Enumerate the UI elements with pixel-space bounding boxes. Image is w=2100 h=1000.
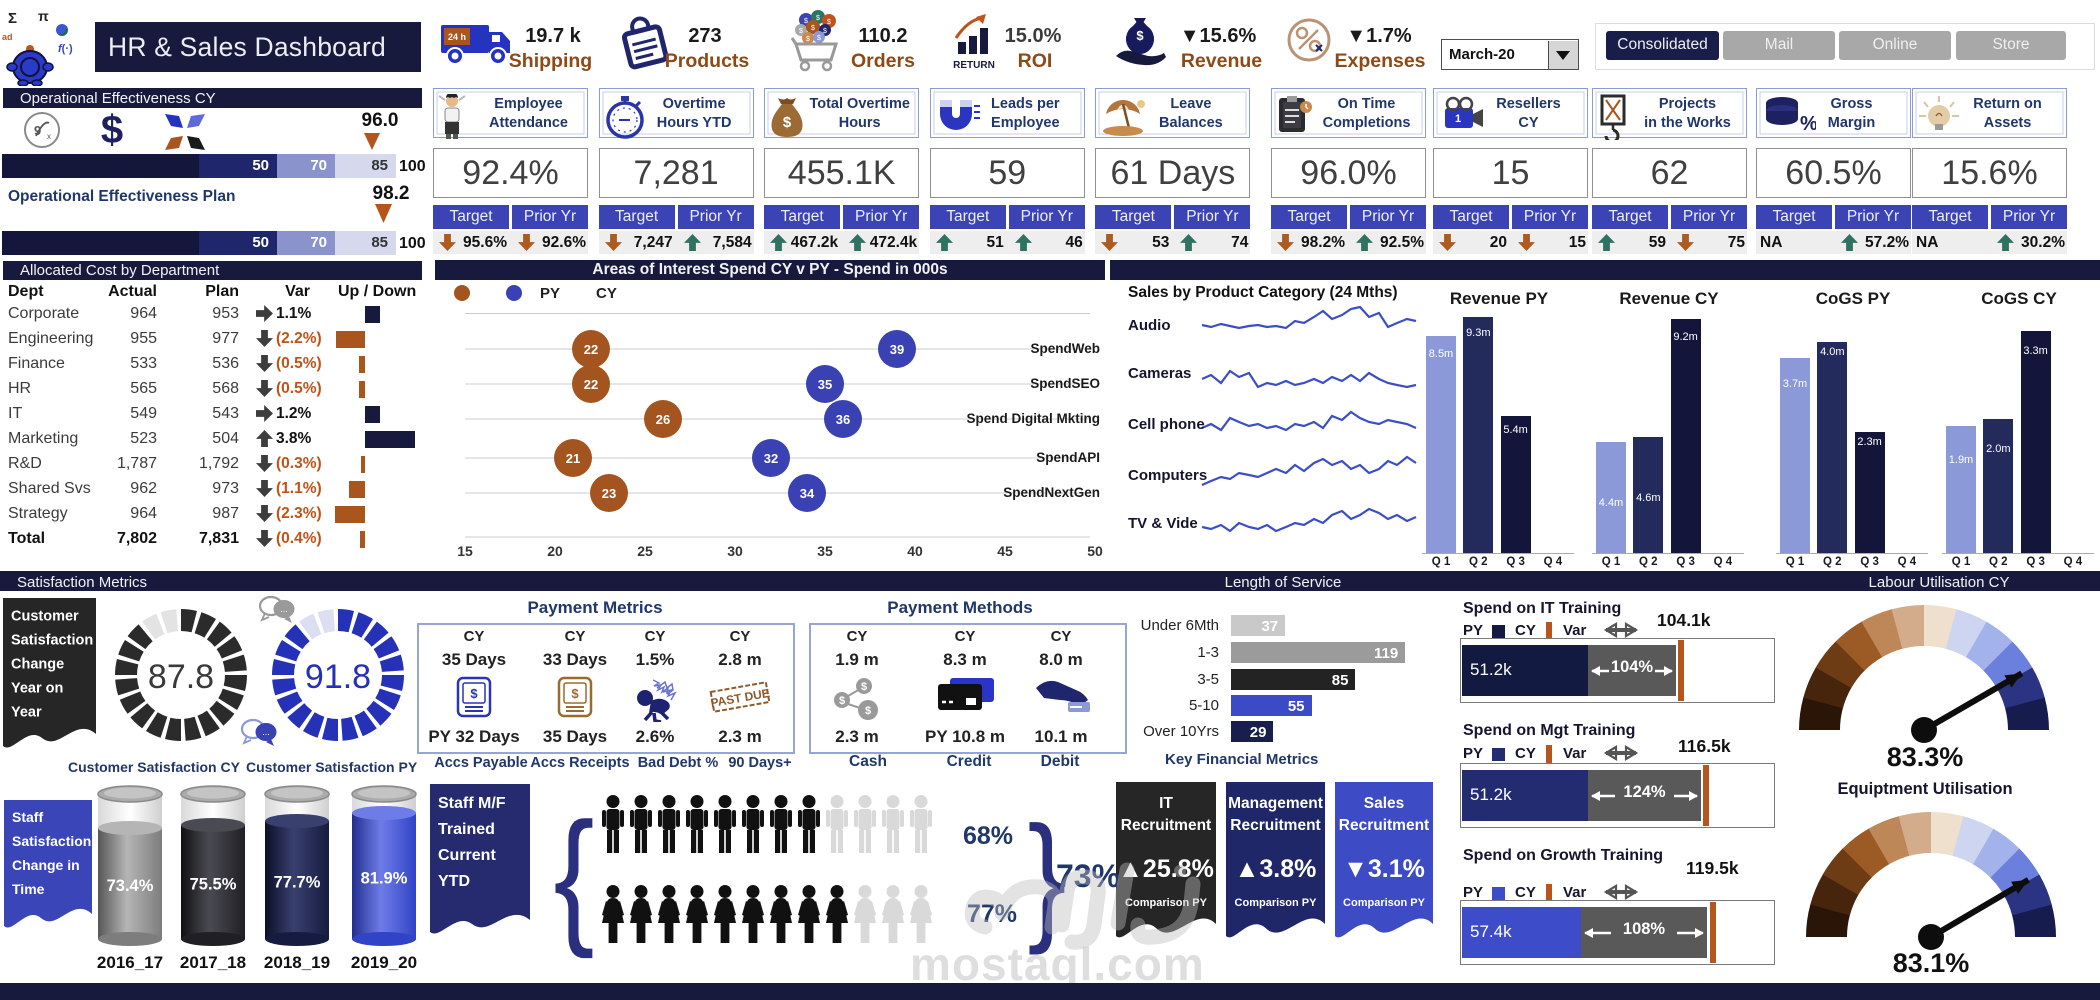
svg-text:Change: Change (11, 657, 64, 673)
svg-text:32: 32 (764, 451, 778, 466)
svg-text:24 h: 24 h (448, 32, 466, 42)
svg-text:77.7%: 77.7% (274, 874, 321, 892)
svg-text:Year on: Year on (11, 681, 63, 697)
svg-text:$: $ (817, 35, 821, 42)
svg-text:36: 36 (836, 412, 850, 427)
svg-text:$: $ (839, 695, 845, 707)
svg-text:Recruitment: Recruitment (1230, 817, 1320, 834)
svg-text:Comparison PY: Comparison PY (1235, 897, 1318, 909)
svg-text:Recruitment: Recruitment (1121, 817, 1211, 834)
svg-text:$: $ (806, 36, 810, 43)
svg-text:$: $ (1136, 28, 1144, 43)
svg-text:▲25.8%: ▲25.8% (1118, 855, 1214, 883)
svg-text:x: x (47, 132, 51, 141)
svg-text:IT: IT (1159, 795, 1173, 812)
svg-text:Satisfaction: Satisfaction (11, 633, 93, 649)
svg-text:$: $ (823, 28, 827, 35)
svg-text:81.9%: 81.9% (361, 870, 408, 888)
svg-text:Time: Time (12, 881, 45, 897)
svg-text:Customer: Customer (11, 609, 79, 625)
svg-text:21: 21 (566, 451, 580, 466)
svg-text:Staff M/F: Staff M/F (438, 795, 506, 812)
svg-text:73.4%: 73.4% (107, 877, 154, 895)
svg-text:Management: Management (1228, 795, 1323, 812)
svg-text:Satisfaction: Satisfaction (12, 833, 91, 849)
svg-text:$: $ (783, 114, 792, 131)
svg-text:...: ... (262, 727, 270, 737)
svg-text:75.5%: 75.5% (190, 876, 237, 894)
svg-text:RETURN: RETURN (953, 60, 995, 71)
svg-text:$: $ (811, 25, 815, 32)
svg-text:▲3.8%: ▲3.8% (1235, 855, 1317, 883)
svg-text:Trained: Trained (438, 821, 495, 838)
svg-text:YTD: YTD (438, 873, 470, 890)
svg-text:$: $ (571, 686, 579, 701)
svg-text:1: 1 (1455, 113, 1461, 125)
svg-text:$: $ (816, 15, 820, 22)
svg-text:...: ... (280, 604, 288, 614)
svg-text:%: % (1800, 113, 1816, 134)
svg-text:▼3.1%: ▼3.1% (1343, 855, 1425, 883)
svg-text:22: 22 (584, 377, 598, 392)
svg-text:39: 39 (890, 342, 904, 357)
svg-text:$: $ (804, 18, 808, 25)
svg-text:26: 26 (656, 412, 670, 427)
svg-text:Change in: Change in (12, 857, 80, 873)
svg-text:35: 35 (818, 377, 832, 392)
svg-text:$: $ (470, 686, 478, 701)
svg-text:23: 23 (602, 486, 616, 501)
svg-text:$: $ (865, 705, 871, 717)
svg-text:$: $ (861, 681, 867, 693)
svg-text:$: $ (799, 28, 803, 35)
svg-text:22: 22 (584, 342, 598, 357)
svg-text:Year: Year (11, 705, 42, 721)
svg-text:Recruitment: Recruitment (1339, 817, 1429, 834)
svg-text:$: $ (827, 19, 831, 26)
svg-text:Sales: Sales (1364, 795, 1405, 812)
svg-text:34: 34 (800, 486, 815, 501)
svg-text:Comparison PY: Comparison PY (1125, 897, 1208, 909)
svg-text:9: 9 (34, 123, 41, 138)
svg-text:Staff: Staff (12, 809, 43, 825)
svg-text:Comparison PY: Comparison PY (1343, 897, 1426, 909)
svg-text:Current: Current (438, 847, 496, 864)
